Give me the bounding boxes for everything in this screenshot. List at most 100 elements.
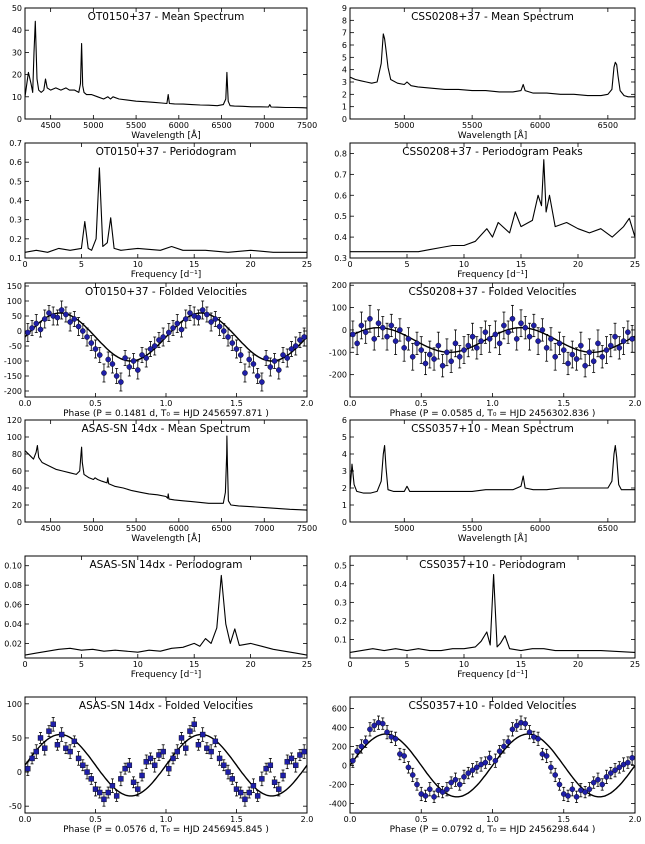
x-axis-label: Frequency [d⁻¹] (131, 670, 201, 680)
plot-frame (24, 142, 308, 259)
data-point (229, 340, 236, 346)
data-point (397, 327, 403, 333)
data-point (439, 789, 446, 795)
data-point (392, 736, 399, 742)
data-point (71, 316, 78, 322)
y-tick-label: 20 (12, 501, 22, 510)
data-point (25, 765, 31, 772)
series-line (25, 574, 307, 656)
data-point (456, 781, 463, 788)
series-line (350, 159, 635, 253)
panel-p1: 4500 5000 5500 6000 6500 7000 7500 0 10 20 30 40 50 O… (12, 4, 317, 141)
y-tick-label: 0.7 (9, 139, 22, 148)
data-point (88, 776, 94, 782)
y-tick-label: 150 (7, 282, 22, 291)
data-point (535, 736, 541, 742)
data-point (513, 722, 520, 729)
plot-frame (24, 419, 308, 523)
data-point (284, 759, 290, 765)
data-point (486, 755, 493, 761)
plot-frame (349, 419, 636, 523)
data-point (276, 786, 282, 792)
data-point (522, 720, 529, 727)
data-point (42, 745, 48, 751)
plot-area (350, 444, 635, 494)
y-tick-label: -150 (4, 372, 22, 381)
data-point (250, 361, 257, 367)
data-point (63, 745, 69, 751)
data-point (122, 765, 128, 772)
data-point (379, 720, 386, 727)
data-point (293, 762, 299, 768)
y-tick-label: 0.1 (334, 635, 347, 644)
y-tick-label: 0 (17, 768, 22, 777)
data-point (569, 351, 576, 358)
data-point (616, 764, 623, 771)
data-point (543, 753, 550, 759)
data-point (388, 322, 395, 329)
data-point (448, 779, 454, 786)
data-point (178, 326, 185, 333)
data-point (263, 355, 269, 361)
data-point (170, 325, 176, 331)
plot-frame (349, 555, 636, 659)
data-point (505, 329, 511, 335)
data-point (301, 334, 307, 340)
series-line (25, 167, 307, 253)
x-tick-label: 2.0 (629, 399, 642, 408)
data-point (354, 748, 360, 754)
chart-title: OT0150+37 - Mean Spectrum (88, 11, 245, 23)
data-point (147, 755, 154, 762)
data-point (582, 362, 588, 369)
chart-title: ASAS-SN 14dx - Folded Velocities (79, 700, 253, 712)
data-point (152, 762, 158, 768)
data-point (629, 755, 635, 761)
y-tick-label: 0.4 (9, 197, 22, 206)
y-tick-label: 0.04 (4, 620, 22, 629)
data-point (444, 786, 450, 793)
data-point (46, 310, 52, 316)
y-tick-label: 4 (342, 66, 347, 75)
data-point (371, 722, 378, 729)
data-point (401, 753, 407, 759)
data-point (143, 355, 150, 361)
x-tick-label: 5 (79, 260, 84, 269)
y-tick-label: 0 (342, 518, 347, 527)
x-tick-label: 20 (246, 660, 256, 669)
x-axis-label: Frequency [d⁻¹] (457, 270, 527, 280)
x-tick-label: 1.0 (486, 399, 499, 408)
x-tick-label: 5 (79, 660, 84, 669)
data-point (422, 360, 429, 367)
data-point (409, 353, 416, 360)
data-point (478, 338, 484, 344)
data-point (620, 338, 627, 344)
data-point (573, 794, 580, 800)
plot-frame (24, 282, 308, 398)
data-point (379, 324, 386, 331)
data-point (482, 329, 489, 335)
data-point (565, 793, 571, 799)
x-tick-label: 1.0 (160, 815, 173, 824)
panel-p12: 0.0 0.5 1.0 1.5 2.0 -400 -200 0 200 400 600 CSS0357… (329, 696, 641, 835)
data-point (113, 793, 120, 799)
data-point (80, 762, 86, 768)
y-tick-label: 1 (342, 103, 347, 112)
series-line (25, 20, 307, 109)
data-point (414, 781, 420, 788)
data-point (92, 786, 99, 792)
panel-p3: 0 5 10 15 20 25 0.1 0.2 0.3 0.4 0.5 0.6 0.7 OT0150+37… (9, 139, 312, 280)
chart-title: OT0150+37 - Folded Velocities (85, 286, 247, 298)
chart-title: CSS0357+10 - Mean Spectrum (411, 423, 574, 435)
x-axis-label: Phase (P = 0.0576 d, T₀ = HJD 2456945.84… (63, 825, 269, 835)
y-tick-label: 0.08 (4, 581, 22, 590)
y-tick-label: 400 (332, 723, 347, 732)
data-point (233, 786, 240, 792)
x-tick-label: 4500 (40, 121, 60, 130)
data-point (358, 322, 365, 329)
data-point (405, 336, 412, 342)
y-tick-label: 5 (342, 53, 347, 62)
data-point (58, 307, 65, 313)
y-tick-label: 3 (342, 78, 347, 87)
y-tick-label: 10 (12, 93, 22, 102)
data-point (452, 340, 459, 347)
